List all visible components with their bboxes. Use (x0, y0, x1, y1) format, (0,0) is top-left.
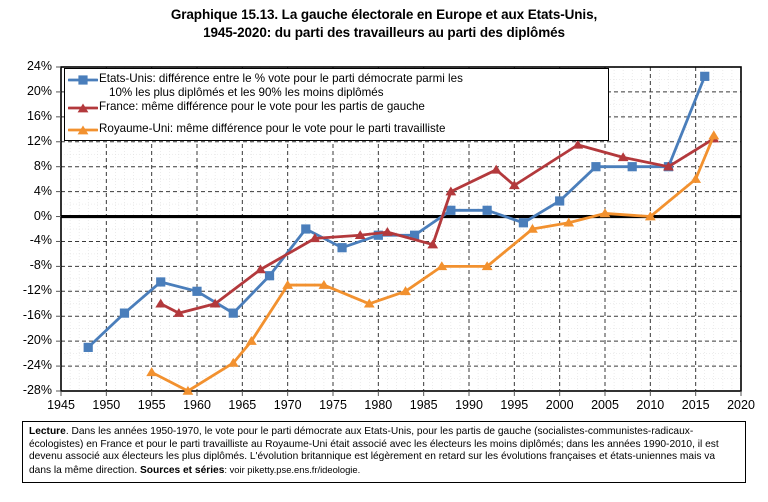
data-point-marker (563, 217, 575, 227)
x-axis-label: 1990 (455, 398, 483, 412)
data-point-marker (400, 286, 411, 296)
data-point-marker (192, 286, 202, 296)
x-axis-label: 2015 (681, 398, 710, 412)
legend-label-1-cont: 10% les plus diplômés et les 90% les moi… (109, 86, 384, 99)
y-axis-label: 4% (33, 183, 52, 198)
data-point-marker (264, 271, 275, 281)
x-axis-label: 2020 (727, 398, 755, 412)
x-axis-label: 1960 (183, 398, 211, 412)
chart-note: Lecture. Dans les années 1950-1970, le v… (22, 421, 746, 483)
x-axis-label: 1965 (228, 398, 257, 412)
square-marker (67, 75, 99, 85)
data-point-marker (228, 308, 238, 318)
data-point-marker (282, 279, 294, 289)
y-axis-label: 12% (26, 133, 52, 148)
data-point-marker (591, 162, 601, 172)
note-lead: Lecture (29, 426, 66, 437)
data-point-marker (354, 230, 366, 240)
data-point-marker (318, 279, 330, 289)
y-axis-label: 20% (26, 83, 52, 98)
page-title: Graphique 15.13. La gauche électorale en… (0, 6, 768, 42)
y-axis-label: -24% (22, 358, 52, 373)
data-point-marker (572, 139, 584, 149)
data-point-marker (410, 230, 420, 240)
data-point-marker (382, 226, 393, 236)
x-axis-label: 2000 (545, 398, 574, 412)
title-line-2: 1945-2020: du parti des travailleurs au … (203, 25, 565, 40)
x-axis-label: 1995 (500, 398, 529, 412)
y-axis-label: -28% (22, 383, 52, 397)
note-body: . Dans les années 1950-1970, le vote pou… (29, 426, 719, 476)
data-point-marker (337, 243, 347, 253)
data-point-marker (446, 205, 456, 215)
data-point-marker (301, 224, 311, 234)
x-axis-label: 1980 (364, 398, 393, 412)
y-axis-label: 0% (33, 208, 52, 223)
y-axis-label: 8% (33, 158, 52, 173)
chart-plot-area: 24% 20% 16% 12% 8% 4% 0% -4% -8% -12% -16% -20% -24%… (0, 54, 768, 412)
x-axis-label: 1955 (137, 398, 166, 412)
data-point-marker (427, 239, 439, 249)
x-axis-label: 2010 (636, 398, 665, 412)
triangle-marker (67, 125, 99, 135)
data-point-marker (255, 264, 266, 274)
data-point-marker (209, 298, 221, 308)
data-point-marker (173, 307, 185, 317)
legend-label-1: Etats-Unis: différence entre le % vote p… (99, 72, 463, 85)
data-point-marker (155, 298, 167, 308)
y-axis-label: 24% (26, 59, 52, 73)
data-point-marker (309, 233, 321, 243)
plot-frame (60, 66, 742, 392)
legend-marker-1 (67, 73, 99, 92)
data-point-marker (700, 71, 710, 81)
data-point-marker (490, 164, 502, 174)
title-line-1: Graphique 15.13. La gauche électorale en… (170, 7, 598, 22)
note-source: : voir piketty.pse.ens.fr/ideologie. (224, 463, 361, 475)
triangle-marker (67, 103, 99, 113)
data-point-marker (708, 130, 720, 140)
y-axis-label: -20% (22, 333, 52, 348)
x-axis-label: 1970 (273, 398, 302, 412)
data-point-marker (436, 261, 448, 271)
legend-label-2: France: même différence pour le vote pou… (99, 100, 425, 113)
data-point-marker (508, 180, 520, 190)
chart-legend: Etats-Unis: différence entre le % vote p… (64, 68, 609, 141)
legend-label-3: Royaume-Uni: même différence pour le vot… (99, 122, 446, 135)
x-axis-label: 1975 (319, 398, 347, 412)
data-point-marker (663, 161, 674, 171)
note-sources-lead: Sources et séries (139, 464, 225, 476)
legend-marker-3 (67, 123, 99, 142)
data-point-marker (482, 205, 492, 215)
data-point-marker (246, 336, 257, 345)
data-point-marker (119, 308, 130, 318)
data-point-marker (644, 211, 656, 221)
data-point-marker (527, 223, 538, 233)
data-point-marker (617, 152, 629, 162)
data-point-marker (690, 174, 702, 183)
data-point-marker (599, 208, 611, 218)
data-point-marker (227, 357, 239, 367)
data-point-marker (146, 367, 158, 377)
data-point-marker (555, 196, 565, 206)
data-point-marker (373, 230, 383, 240)
x-axis-label: 1985 (409, 398, 438, 412)
data-point-marker (363, 298, 375, 308)
data-point-marker (481, 261, 493, 271)
data-point-marker (182, 385, 194, 395)
y-axis-label: -4% (29, 233, 52, 248)
x-axis-label: 1950 (92, 398, 121, 412)
y-axis-label: -8% (29, 258, 52, 273)
series-line-3 (150, 134, 716, 393)
x-axis-label: 1945 (47, 398, 75, 412)
y-axis-label: -16% (22, 308, 52, 323)
data-point-marker (627, 162, 637, 172)
x-axis-label: 2005 (591, 398, 619, 412)
data-point-marker (445, 186, 457, 196)
legend-marker-2 (67, 101, 99, 120)
data-point-marker (518, 218, 528, 228)
y-axis-label: -12% (22, 283, 52, 298)
data-point-marker (83, 342, 93, 352)
y-axis-label: 16% (26, 108, 52, 123)
data-point-marker (156, 277, 166, 287)
